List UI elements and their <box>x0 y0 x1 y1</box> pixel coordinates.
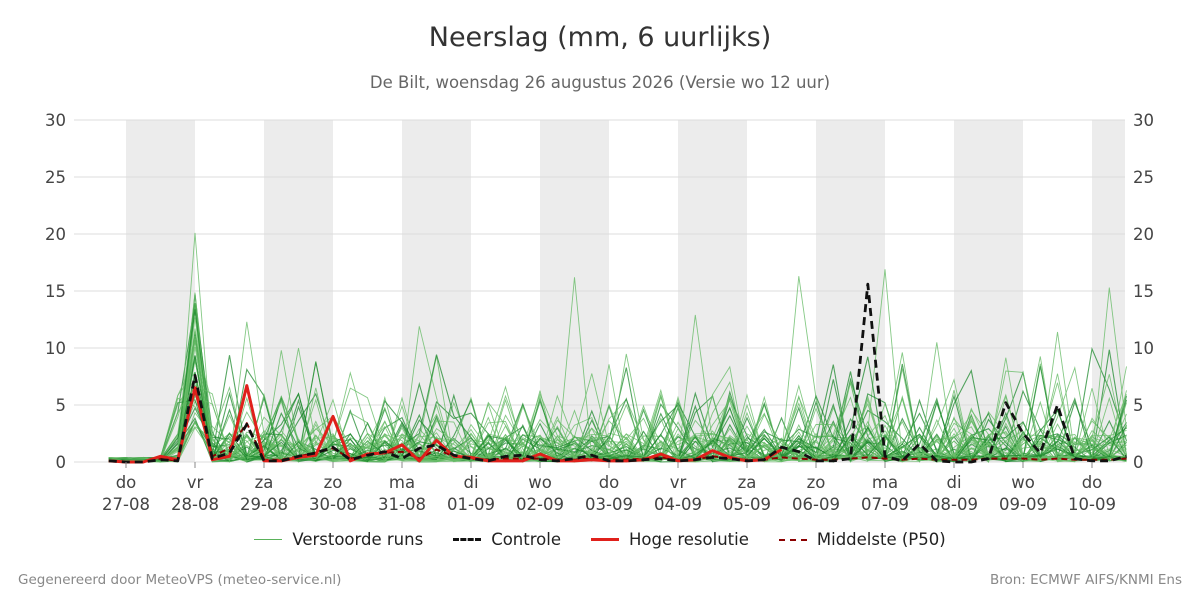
x-tick-day: zo <box>324 473 343 492</box>
y-tick-label: 25 <box>1133 168 1154 187</box>
legend-swatch-runs <box>254 539 283 540</box>
x-tick-day: zo <box>807 473 826 492</box>
x-tick-date: 30-08 <box>309 495 357 514</box>
x-axis: do 27-08 vr 28-08 za 29-08 zo 30-08 ma 31-08 di 01-… <box>102 462 1116 514</box>
legend-label-runs: Verstoorde runs <box>292 530 424 549</box>
ensemble-run-line <box>108 350 1127 463</box>
y-tick-label: 20 <box>45 225 66 244</box>
y-tick-label: 0 <box>56 453 67 472</box>
y-tick-label: 30 <box>45 111 66 130</box>
x-tick-date: 10-09 <box>1068 495 1116 514</box>
x-tick-date: 05-09 <box>723 495 771 514</box>
ensemble-run-line <box>108 378 1127 463</box>
x-tick-day: ma <box>872 473 898 492</box>
x-tick-date: 07-09 <box>861 495 909 514</box>
series-line-hires <box>108 384 783 464</box>
ensemble-run-line <box>108 317 1127 463</box>
main-series <box>108 282 1127 464</box>
y-tick-label: 10 <box>45 339 66 358</box>
y-tick-label: 5 <box>1133 396 1144 415</box>
x-tick-day: wo <box>528 473 552 492</box>
x-tick-day: ma <box>389 473 415 492</box>
x-tick-day: di <box>946 473 961 492</box>
series-line-controle <box>108 282 1127 464</box>
chart-title: Neerslag (mm, 6 uurlijks) <box>428 22 772 53</box>
x-tick-day: wo <box>1011 473 1035 492</box>
y-tick-label: 25 <box>45 168 66 187</box>
x-tick-date: 08-09 <box>930 495 978 514</box>
x-tick-date: 01-09 <box>447 495 495 514</box>
x-tick-date: 04-09 <box>654 495 702 514</box>
legend-label-p50: Middelste (P50) <box>816 530 946 549</box>
x-tick-day: za <box>738 473 757 492</box>
x-tick-date: 09-09 <box>999 495 1047 514</box>
x-tick-date: 06-09 <box>792 495 840 514</box>
ensemble-run-line <box>108 377 1127 463</box>
legend-item-runs[interactable]: Verstoorde runs <box>254 530 423 549</box>
x-tick-date: 28-08 <box>171 495 219 514</box>
y-tick-label: 5 <box>56 396 67 415</box>
legend-label-hires: Hoge resolutie <box>628 530 749 549</box>
y-axis-right: 0 5 10 15 20 25 30 <box>1133 111 1154 472</box>
ensemble-run-line <box>108 384 1127 463</box>
ensemble-run-line <box>108 355 1128 463</box>
x-tick-date: 29-08 <box>240 495 288 514</box>
y-tick-label: 15 <box>45 282 66 301</box>
x-tick-day: di <box>463 473 478 492</box>
x-tick-day: za <box>255 473 274 492</box>
legend-swatch-p50 <box>778 538 807 541</box>
legend-item-controle[interactable]: Controle <box>453 530 561 549</box>
x-tick-date: 31-08 <box>378 495 426 514</box>
x-tick-day: do <box>116 473 137 492</box>
x-tick-date: 27-08 <box>102 495 150 514</box>
x-tick-date: 02-09 <box>516 495 564 514</box>
legend-item-p50[interactable]: Middelste (P50) <box>778 530 946 549</box>
chart-legend: Verstoorde runs Controle Hoge resolutie … <box>0 530 1200 549</box>
x-tick-day: vr <box>187 473 204 492</box>
footer-source: Bron: ECMWF AIFS/KNMI Ens <box>989 572 1182 588</box>
y-tick-label: 30 <box>1133 111 1154 130</box>
y-tick-label: 0 <box>1133 453 1144 472</box>
x-tick-day: do <box>599 473 620 492</box>
legend-swatch-controle <box>453 538 482 541</box>
legend-label-controle: Controle <box>491 530 561 549</box>
x-tick-day: do <box>1082 473 1103 492</box>
legend-item-hires[interactable]: Hoge resolutie <box>590 530 749 549</box>
y-axis-left: 0 5 10 15 20 25 30 <box>45 111 66 472</box>
ensemble-run-line <box>108 287 1127 464</box>
y-tick-label: 20 <box>1133 225 1154 244</box>
y-tick-label: 10 <box>1133 339 1154 358</box>
y-tick-label: 15 <box>1133 282 1154 301</box>
legend-swatch-hires <box>590 538 619 541</box>
chart-subtitle: De Bilt, woensdag 26 augustus 2026 (Vers… <box>369 73 831 92</box>
x-tick-date: 03-09 <box>585 495 633 514</box>
footer-generated-by: Gegenereerd door MeteoVPS (meteo-service… <box>18 572 342 588</box>
ensemble-run-line <box>108 339 1127 462</box>
x-tick-day: vr <box>670 473 687 492</box>
